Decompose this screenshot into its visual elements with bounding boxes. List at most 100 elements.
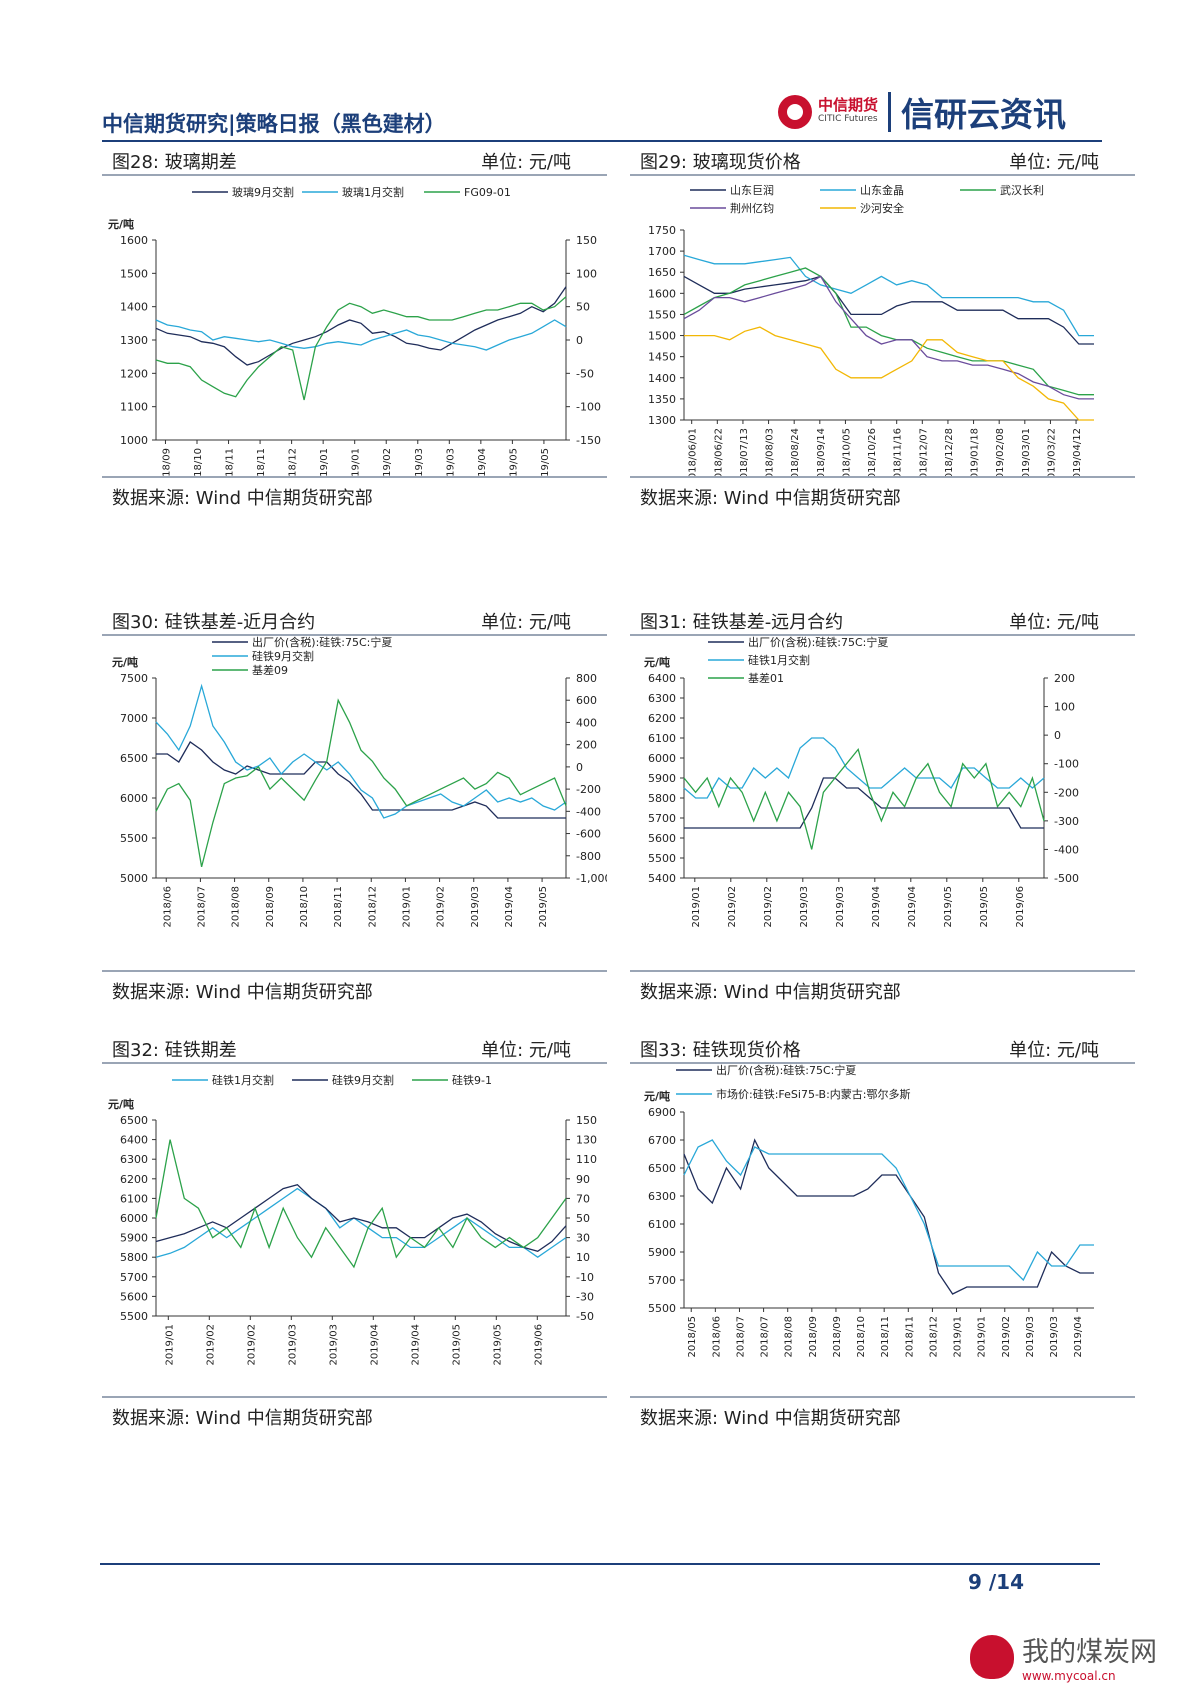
x-tick-label: 2018/05 [687,1316,698,1358]
y-tick-label: 1600 [648,287,676,300]
x-tick-label: 2018/06/22 [713,428,724,476]
y-axis-label: 元/吨 [644,655,670,669]
y-tick-label: 6000 [648,752,676,765]
x-tick-label: 2018/06/01 [688,428,699,476]
legend-label: 出厂价(含税):硅铁:75C:宁夏 [252,636,392,649]
citic-logo-icon [778,95,812,129]
series-line [683,1139,1094,1282]
x-tick-label: 2018/11/16 [893,428,904,476]
x-tick-label: 2018/12/07 [918,428,929,476]
x-tick-label: 2018/09 [161,448,172,476]
y-tick-label: 6300 [120,1153,148,1166]
y-tick-label: 1650 [648,266,676,279]
y-tick-label: 7000 [120,712,148,725]
y2-tick-label: 150 [576,234,597,247]
panel-unit: 单位: 元/吨 [1009,1040,1099,1061]
y-tick-label: 6500 [648,1162,676,1175]
y-tick-label: 6100 [648,1218,676,1231]
x-tick-label: 2019/03 [414,448,425,476]
y2-tick-label: 200 [1054,672,1075,685]
x-tick-label: 2019/04 [871,886,882,928]
panel-title: 图32: 硅铁期差 [112,1040,237,1061]
y-tick-label: 5900 [648,772,676,785]
panel-32: 图32: 硅铁期差 单位: 元/吨 6500 6400 6300 6200 6100 600… [102,1034,607,1429]
y-tick-label: 6300 [648,1190,676,1203]
series-line [683,275,1094,400]
y-tick-label: 6200 [648,712,676,725]
y2-tick-label: 70 [576,1192,590,1205]
series-line [683,254,1094,337]
y-tick-label: 5700 [120,1271,148,1284]
legend-label: 硅铁9月交割 [332,1073,394,1087]
y-tick-label: 6500 [120,752,148,765]
y-tick-label: 1450 [648,351,676,364]
series-line [683,737,1045,799]
y-tick-label: 1300 [648,414,676,427]
series-line [683,267,1094,396]
panel-title: 图29: 玻璃现货价格 [640,152,801,173]
y-tick-label: 5500 [648,852,676,865]
x-tick-label: 2018/08 [231,886,242,928]
x-tick-label: 2019/03 [328,1324,339,1366]
y2-tick-label: -600 [576,828,601,841]
y2-tick-label: 100 [1054,701,1075,714]
y-tick-label: 6300 [648,692,676,705]
x-tick-label: 2018/10 [856,1316,867,1358]
x-tick-label: 2019/01 [319,448,330,476]
x-tick-label: 2019/05 [979,886,990,928]
legend-label: 市场价:硅铁:FeSi75-B:内蒙古:鄂尔多斯 [716,1087,910,1101]
x-tick-label: 2019/05 [943,886,954,928]
x-tick-label: 2019/03 [445,448,456,476]
x-tick-label: 2018/06 [711,1316,722,1358]
panel-title: 图30: 硅铁基差-近月合约 [112,612,316,633]
y2-tick-label: 800 [576,672,597,685]
y-tick-label: 1600 [120,234,148,247]
x-tick-label: 2019/02 [1001,1316,1012,1358]
x-tick-label: 2019/04 [1073,1316,1084,1358]
legend-label: 基差09 [252,663,288,677]
panel-33: 图33: 硅铁现货价格 单位: 元/吨 6900 6700 6500 6300 6100 5… [630,1034,1135,1429]
x-tick-label: 2019/01 [691,886,702,928]
y2-tick-label: 0 [576,334,583,347]
panel-source: 数据来源: Wind 中信期货研究部 [112,1408,373,1429]
x-tick-label: 2019/01 [977,1316,988,1358]
x-tick-label: 2019/01 [401,886,412,928]
x-tick-label: 2019/01/18 [970,428,981,476]
series-line [684,326,1094,421]
y-tick-label: 7500 [120,672,148,685]
x-tick-label: 2019/06 [533,1324,544,1366]
x-tick-label: 2019/03 [799,886,810,928]
x-tick-label: 2018/11 [880,1316,891,1358]
y-tick-label: 1300 [120,334,148,347]
y-tick-label: 6500 [120,1114,148,1127]
logo-cn-text: 中信期货 [818,96,879,114]
chart-ferrosilicon-basis-near: 7500 7000 6500 6000 5500 5000 800 600 400 200 0 -20… [112,635,611,928]
x-tick-label: 2019/05 [451,1324,462,1366]
x-tick-label: 2019/05 [492,1324,503,1366]
panel-title: 图31: 硅铁基差-远月合约 [640,612,844,633]
legend-label: 硅铁1月交割 [212,1073,274,1087]
y2-tick-label: 600 [576,694,597,707]
y2-tick-label: -100 [576,401,601,414]
x-tick-label: 2019/02 [436,886,447,928]
panel-source: 数据来源: Wind 中信期货研究部 [640,488,901,509]
series-line [155,698,567,868]
x-tick-label: 2018/11 [225,448,236,476]
y2-tick-label: -150 [576,434,601,447]
legend-label: 荆州亿钧 [730,201,774,215]
y2-tick-label: 90 [576,1173,590,1186]
y-tick-label: 6400 [120,1134,148,1147]
x-tick-label: 2019/04 [410,1324,421,1366]
x-tick-label: 2018/09 [832,1316,843,1358]
y2-tick-label: -50 [576,367,594,380]
y2-tick-label: 110 [576,1153,597,1166]
series-line [155,1183,567,1253]
y2-tick-label: 50 [576,301,590,314]
x-tick-label: 2019/02/08 [995,428,1006,476]
y-tick-label: 1700 [648,245,676,258]
panel-title: 图28: 玻璃期差 [112,152,237,173]
panel-29: 图29: 玻璃现货价格 单位: 元/吨 1750 1700 1650 1600 1550 1… [630,146,1135,509]
y-tick-label: 5700 [648,1274,676,1287]
y2-tick-label: 400 [576,716,597,729]
y2-tick-label: 100 [576,267,597,280]
